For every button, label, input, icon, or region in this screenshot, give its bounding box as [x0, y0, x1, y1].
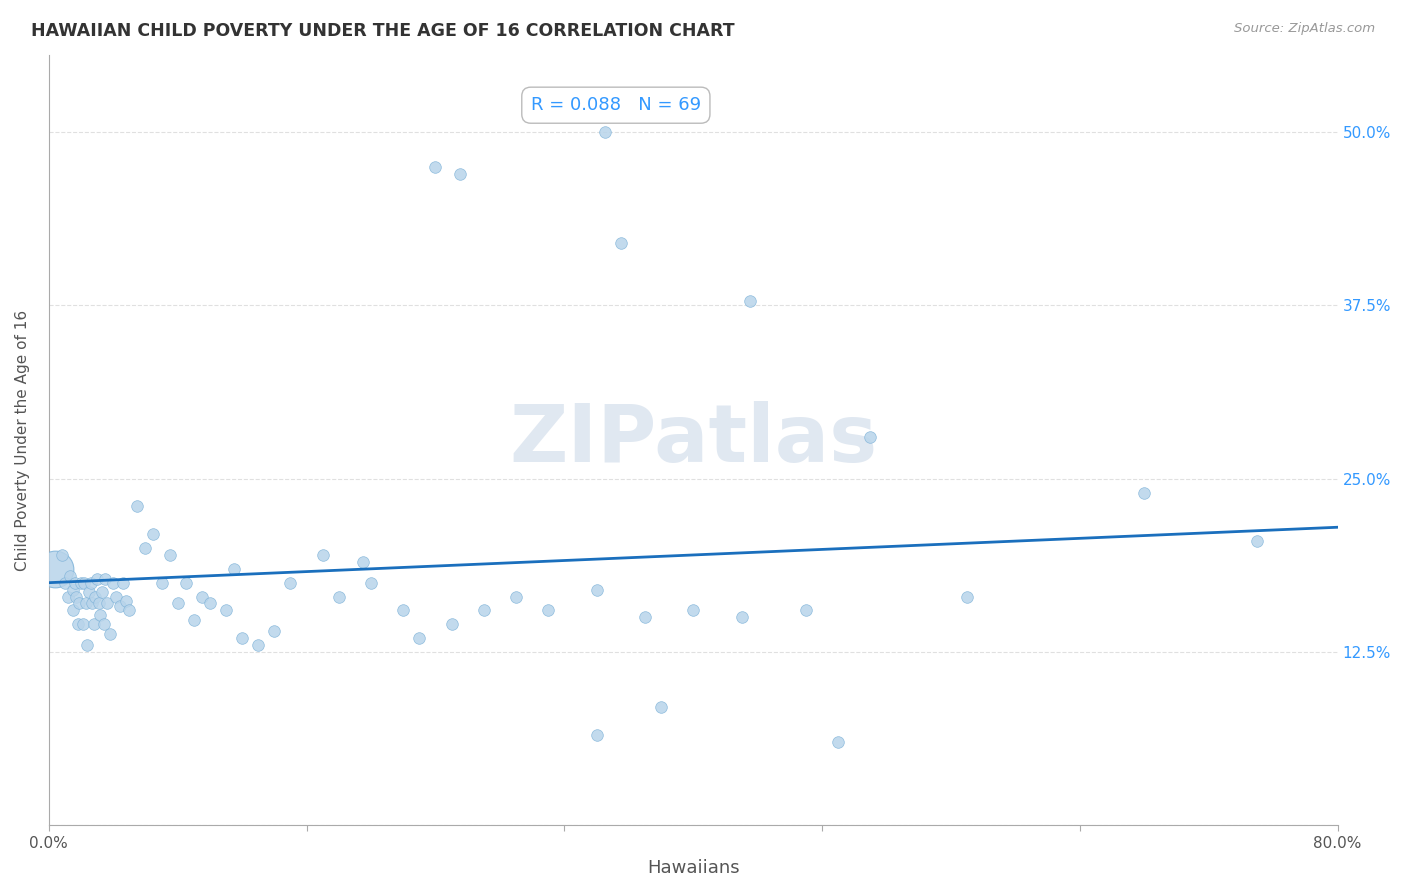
Point [62, 603, 84, 617]
Point [93, 617, 115, 632]
Point [108, 599, 131, 614]
Point [360, 575, 382, 590]
Point [392, 603, 415, 617]
Point [89, 607, 111, 622]
Point [127, 500, 149, 514]
Point [70, 575, 93, 590]
Text: ZIPatlas: ZIPatlas [509, 401, 877, 479]
Point [311, 548, 333, 562]
Point [738, 294, 761, 309]
Point [86, 572, 108, 586]
X-axis label: Hawaiians: Hawaiians [647, 859, 740, 877]
Point [98, 627, 121, 641]
Point [87, 597, 110, 611]
Point [56, 590, 79, 604]
Point [159, 548, 181, 562]
Point [682, 603, 704, 617]
Text: HAWAIIAN CHILD POVERTY UNDER THE AGE OF 16 CORRELATION CHART: HAWAIIAN CHILD POVERTY UNDER THE AGE OF … [31, 22, 734, 40]
Point [53, 575, 76, 590]
Point [75, 597, 97, 611]
Text: Source: ZipAtlas.com: Source: ZipAtlas.com [1234, 22, 1375, 36]
Point [44, 562, 66, 576]
Point [585, 582, 607, 597]
Point [62, 582, 84, 597]
Point [231, 631, 253, 645]
Point [73, 575, 96, 590]
Point [280, 575, 302, 590]
Point [408, 631, 430, 645]
Point [191, 590, 214, 604]
Point [94, 572, 117, 586]
Point [222, 562, 245, 576]
Point [956, 590, 979, 604]
Point [859, 430, 882, 444]
Y-axis label: Child Poverty Under the Age of 16: Child Poverty Under the Age of 16 [15, 310, 30, 571]
Point [440, 617, 463, 632]
Point [72, 617, 94, 632]
Point [166, 597, 188, 611]
Point [82, 597, 104, 611]
Point [67, 597, 90, 611]
Point [215, 603, 238, 617]
Point [1133, 485, 1156, 500]
Point [79, 575, 101, 590]
Point [103, 575, 125, 590]
Point [472, 603, 495, 617]
Point [263, 624, 285, 639]
Point [83, 617, 105, 632]
Point [76, 638, 98, 652]
Point [198, 597, 221, 611]
Point [827, 735, 849, 749]
Point [134, 541, 156, 555]
Point [115, 593, 138, 607]
Point [183, 613, 205, 627]
Point [449, 167, 471, 181]
Point [794, 603, 817, 617]
Point [593, 125, 616, 139]
Point [150, 575, 173, 590]
Point [90, 585, 112, 599]
Point [142, 527, 165, 541]
Text: R = 0.088   N = 69: R = 0.088 N = 69 [531, 96, 702, 114]
Point [328, 590, 350, 604]
Point [105, 590, 128, 604]
Point [425, 160, 447, 174]
Point [650, 700, 672, 714]
Point [174, 575, 197, 590]
Point [537, 603, 560, 617]
Point [51, 548, 73, 562]
Point [84, 590, 107, 604]
Point [505, 590, 527, 604]
Point [77, 585, 100, 599]
Point [59, 568, 82, 582]
Point [111, 575, 134, 590]
Point [730, 610, 752, 624]
Point [352, 555, 374, 569]
Point [1246, 534, 1268, 549]
Point [585, 728, 607, 742]
Point [247, 638, 270, 652]
Point [66, 617, 89, 632]
Point [96, 597, 118, 611]
Point [634, 610, 657, 624]
Point [63, 575, 86, 590]
Point [609, 236, 631, 251]
Point [118, 603, 141, 617]
Point [65, 590, 87, 604]
